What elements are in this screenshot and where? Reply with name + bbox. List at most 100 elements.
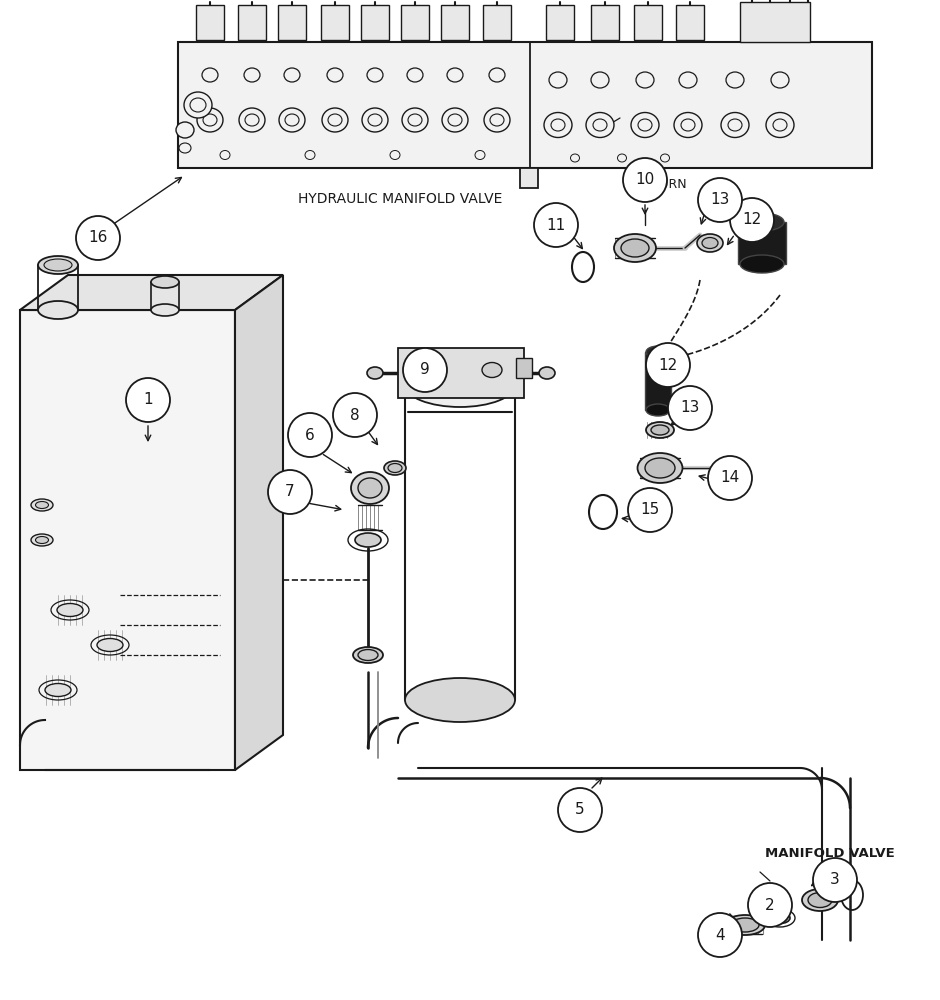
Ellipse shape (646, 346, 670, 358)
Ellipse shape (771, 72, 789, 88)
Ellipse shape (442, 108, 468, 132)
Ellipse shape (322, 108, 348, 132)
Ellipse shape (197, 108, 223, 132)
Text: 1: 1 (143, 392, 153, 408)
Bar (591, 5, 619, 40)
Circle shape (126, 378, 170, 422)
Text: 2: 2 (765, 898, 775, 912)
Ellipse shape (448, 114, 462, 126)
Circle shape (668, 386, 712, 430)
Ellipse shape (402, 108, 428, 132)
Ellipse shape (151, 304, 179, 316)
Ellipse shape (725, 915, 765, 935)
Ellipse shape (482, 362, 502, 377)
Ellipse shape (638, 119, 652, 131)
Circle shape (534, 203, 578, 247)
Text: 9: 9 (420, 362, 430, 377)
Polygon shape (20, 275, 283, 310)
Bar (196, 5, 224, 40)
Ellipse shape (57, 603, 83, 616)
Text: 12: 12 (743, 213, 761, 228)
Circle shape (76, 216, 120, 260)
Ellipse shape (645, 458, 675, 478)
Ellipse shape (697, 234, 723, 252)
Ellipse shape (646, 422, 674, 438)
Ellipse shape (586, 112, 614, 137)
Bar (516, 358, 532, 378)
Text: MANIFOLD VALVE: MANIFOLD VALVE (765, 847, 895, 860)
Polygon shape (178, 42, 872, 168)
Ellipse shape (636, 72, 654, 88)
Circle shape (268, 470, 312, 514)
Circle shape (288, 413, 332, 457)
Ellipse shape (551, 119, 565, 131)
Ellipse shape (770, 912, 790, 924)
Ellipse shape (405, 678, 515, 722)
Polygon shape (235, 275, 283, 770)
Circle shape (730, 198, 774, 242)
Ellipse shape (591, 72, 609, 88)
Ellipse shape (614, 234, 656, 262)
Ellipse shape (773, 119, 787, 131)
Ellipse shape (151, 276, 179, 288)
Ellipse shape (447, 68, 463, 82)
Text: 13: 13 (711, 192, 729, 208)
Ellipse shape (327, 68, 343, 82)
Circle shape (646, 343, 690, 387)
Ellipse shape (367, 367, 383, 379)
Ellipse shape (475, 150, 485, 159)
Ellipse shape (618, 154, 626, 162)
Ellipse shape (766, 112, 794, 137)
Text: 15: 15 (640, 502, 660, 518)
Ellipse shape (176, 122, 194, 138)
Circle shape (333, 393, 377, 437)
Ellipse shape (38, 301, 78, 319)
Ellipse shape (184, 92, 212, 118)
Ellipse shape (681, 119, 695, 131)
Ellipse shape (721, 112, 749, 137)
Bar (645, 352, 671, 410)
Ellipse shape (31, 534, 53, 546)
Ellipse shape (358, 478, 382, 498)
Ellipse shape (367, 68, 383, 82)
Bar (401, 5, 429, 40)
Circle shape (698, 178, 742, 222)
Ellipse shape (549, 72, 567, 88)
Ellipse shape (489, 68, 505, 82)
Ellipse shape (593, 119, 607, 131)
Ellipse shape (740, 213, 784, 231)
Bar (634, 5, 662, 40)
Ellipse shape (571, 154, 579, 162)
Ellipse shape (285, 114, 299, 126)
Text: 8: 8 (351, 408, 360, 422)
Polygon shape (20, 310, 235, 770)
Text: 11: 11 (546, 218, 566, 232)
Bar (546, 5, 574, 40)
Ellipse shape (674, 112, 702, 137)
Ellipse shape (245, 114, 259, 126)
Bar (520, 168, 538, 188)
Bar (238, 5, 266, 40)
Ellipse shape (802, 889, 838, 911)
Circle shape (558, 788, 602, 832)
Ellipse shape (661, 154, 669, 162)
Ellipse shape (731, 918, 759, 932)
Ellipse shape (190, 98, 206, 112)
Text: 16: 16 (88, 231, 108, 245)
Circle shape (628, 488, 672, 532)
Ellipse shape (305, 150, 315, 159)
Text: HYDRAULIC MANIFOLD VALVE: HYDRAULIC MANIFOLD VALVE (298, 192, 502, 206)
Ellipse shape (702, 237, 718, 248)
Text: 7: 7 (285, 485, 295, 499)
Ellipse shape (484, 108, 510, 132)
Text: 6: 6 (306, 428, 315, 442)
Ellipse shape (220, 150, 230, 159)
Ellipse shape (358, 650, 378, 660)
Bar (321, 5, 349, 40)
Ellipse shape (202, 68, 218, 82)
Text: 5: 5 (575, 802, 585, 818)
Ellipse shape (490, 114, 504, 126)
Ellipse shape (203, 114, 217, 126)
Text: 13: 13 (681, 400, 699, 416)
Ellipse shape (179, 143, 191, 153)
